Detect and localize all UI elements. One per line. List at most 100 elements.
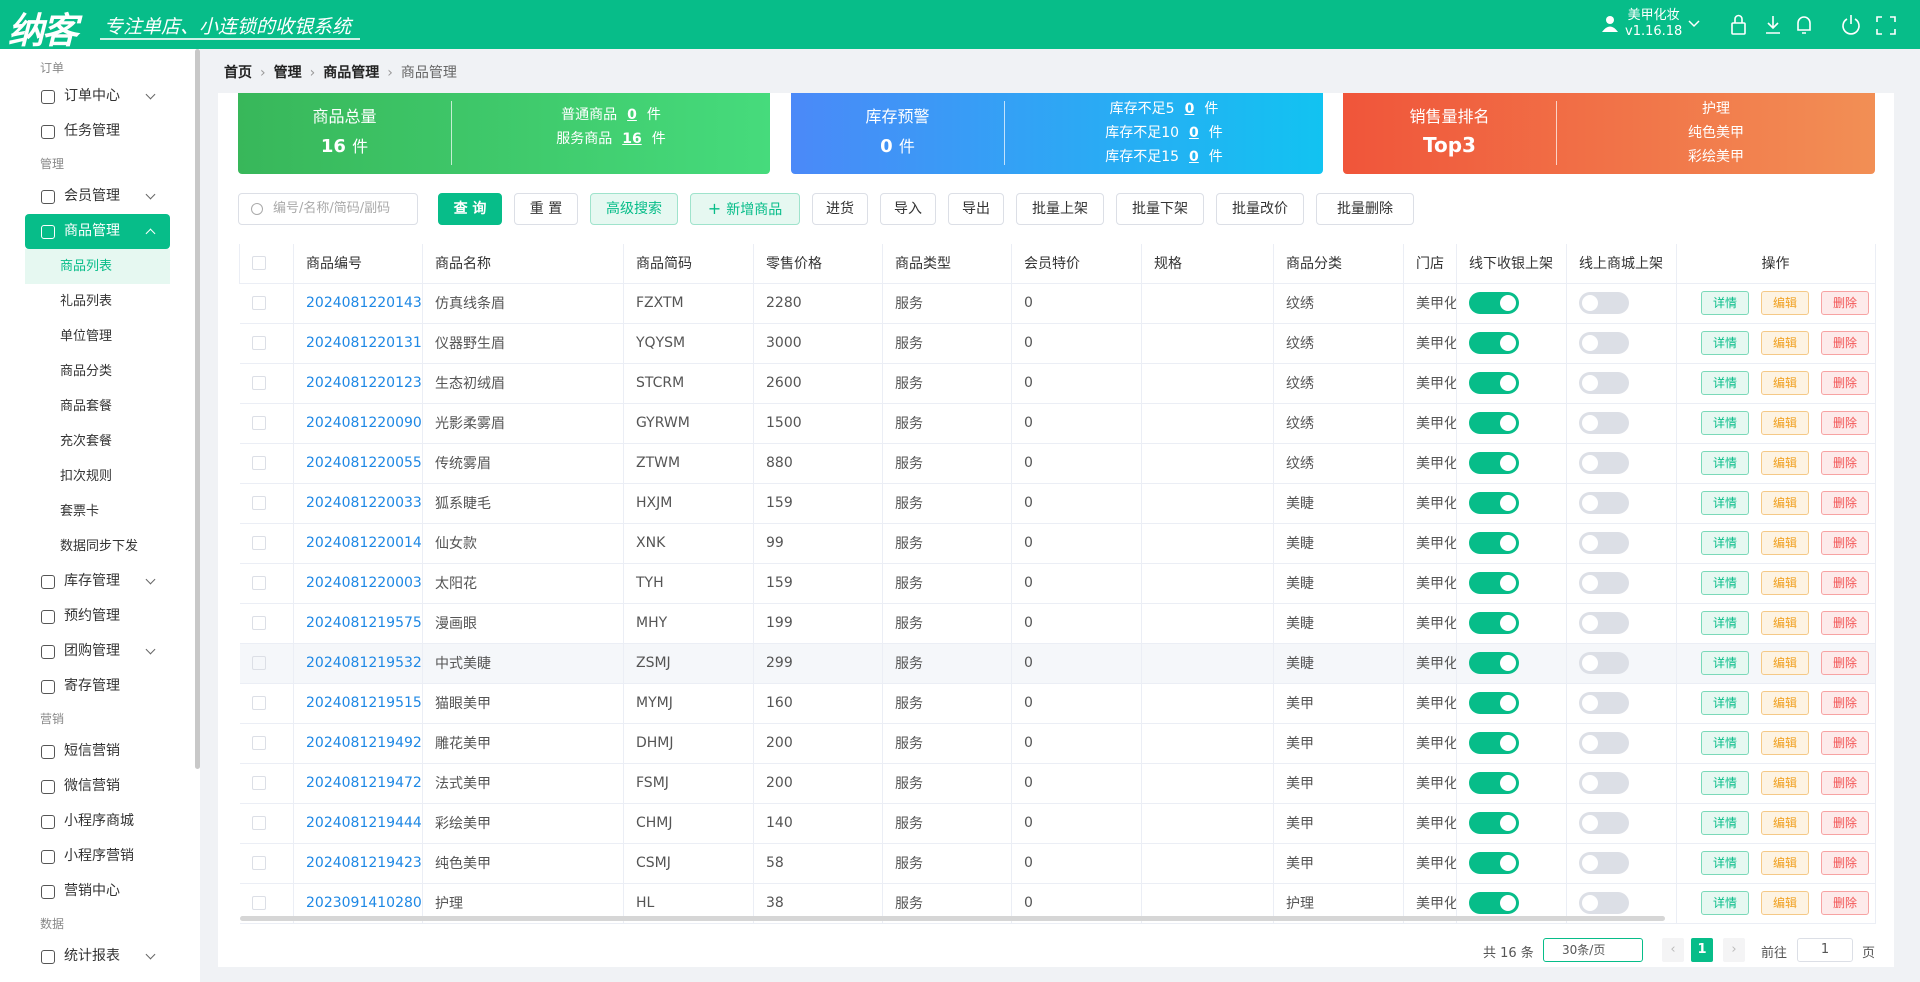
toolbar-button[interactable]: 导入 (880, 193, 936, 225)
toggle-online[interactable] (1579, 852, 1629, 874)
action-button[interactable]: 详情 (1701, 811, 1749, 835)
action-button[interactable]: 编辑 (1761, 371, 1809, 395)
code-cell[interactable]: 20240812194921 (293, 723, 423, 764)
row-checkbox[interactable] (251, 656, 266, 670)
action-button[interactable]: 编辑 (1761, 491, 1809, 515)
toggle-offline[interactable] (1469, 332, 1519, 354)
action-button[interactable]: 详情 (1701, 771, 1749, 795)
toggle-offline[interactable] (1469, 532, 1519, 554)
toggle-online[interactable] (1579, 372, 1629, 394)
prev-page[interactable]: ‹ (1662, 938, 1684, 962)
submenu-item[interactable]: 礼品列表 (60, 294, 113, 309)
submenu-item[interactable]: 商品套餐 (60, 399, 113, 414)
toolbar-button[interactable]: 高级搜索 (590, 193, 678, 225)
toggle-offline[interactable] (1469, 492, 1519, 514)
row-checkbox[interactable] (251, 616, 266, 630)
action-button[interactable]: 详情 (1701, 651, 1749, 675)
toolbar-button[interactable]: 批量下架 (1116, 193, 1204, 225)
action-button[interactable]: 编辑 (1761, 571, 1809, 595)
action-button[interactable]: 删除 (1821, 691, 1869, 715)
action-button[interactable]: 详情 (1701, 331, 1749, 355)
row-checkbox[interactable] (251, 696, 266, 710)
fullscreen-icon[interactable] (1876, 16, 1896, 35)
user-menu[interactable]: 美甲化妆 v1.16.18 (1625, 8, 1682, 40)
menu-item[interactable]: 团购管理 (25, 634, 170, 669)
action-button[interactable]: 编辑 (1761, 611, 1809, 635)
menu-item[interactable]: 营销中心 (25, 874, 170, 909)
submenu-item[interactable]: 单位管理 (60, 329, 113, 344)
row-checkbox[interactable] (251, 576, 266, 590)
toolbar-button[interactable]: 批量上架 (1016, 193, 1104, 225)
toggle-offline[interactable] (1469, 372, 1519, 394)
action-button[interactable]: 删除 (1821, 531, 1869, 555)
code-cell[interactable]: 20240812194230 (293, 843, 423, 884)
bell-icon[interactable] (1797, 16, 1811, 34)
toolbar-button[interactable]: 重 置 (514, 193, 578, 225)
toggle-online[interactable] (1579, 772, 1629, 794)
toggle-offline[interactable] (1469, 652, 1519, 674)
menu-item[interactable]: 小程序营销 (25, 839, 170, 874)
action-button[interactable]: 详情 (1701, 891, 1749, 915)
code-cell[interactable]: 20240812194729 (293, 763, 423, 804)
toggle-offline[interactable] (1469, 772, 1519, 794)
toggle-offline[interactable] (1469, 692, 1519, 714)
action-button[interactable]: 删除 (1821, 771, 1869, 795)
menu-item[interactable]: 任务管理 (25, 114, 170, 149)
toggle-offline[interactable] (1469, 892, 1519, 914)
action-button[interactable]: 详情 (1701, 571, 1749, 595)
action-button[interactable]: 编辑 (1761, 331, 1809, 355)
stat-value[interactable]: 0 (1184, 101, 1195, 117)
code-cell[interactable]: 20240812195324 (293, 643, 423, 684)
toggle-online[interactable] (1579, 652, 1629, 674)
action-button[interactable]: 编辑 (1761, 891, 1809, 915)
lock-icon[interactable] (1731, 14, 1746, 35)
action-button[interactable]: 编辑 (1761, 411, 1809, 435)
power-icon[interactable] (1842, 15, 1860, 35)
code-cell[interactable]: 20240812200557 (293, 443, 423, 484)
toolbar-button[interactable]: 批量改价 (1216, 193, 1304, 225)
action-button[interactable]: 详情 (1701, 451, 1749, 475)
toggle-online[interactable] (1579, 452, 1629, 474)
toggle-online[interactable] (1579, 612, 1629, 634)
menu-item[interactable]: 库存管理 (25, 564, 170, 599)
action-button[interactable]: 详情 (1701, 611, 1749, 635)
action-button[interactable]: 详情 (1701, 491, 1749, 515)
action-button[interactable]: 编辑 (1761, 731, 1809, 755)
toggle-online[interactable] (1579, 572, 1629, 594)
download-icon[interactable] (1766, 16, 1780, 34)
user-dropdown[interactable] (1688, 18, 1700, 30)
select-all[interactable] (252, 256, 266, 271)
toggle-online[interactable] (1579, 292, 1629, 314)
action-button[interactable]: 删除 (1821, 491, 1869, 515)
code-cell[interactable]: 20240812201435 (293, 283, 423, 324)
page-size-select[interactable]: 30条/页 (1543, 938, 1643, 962)
menu-item[interactable]: 预约管理 (25, 599, 170, 634)
row-checkbox[interactable] (251, 536, 266, 550)
code-cell[interactable]: 20240812195757 (293, 603, 423, 644)
action-button[interactable]: 删除 (1821, 811, 1869, 835)
menu-item[interactable]: 会员管理 (25, 179, 170, 214)
action-button[interactable]: 删除 (1821, 331, 1869, 355)
action-button[interactable]: 删除 (1821, 611, 1869, 635)
toolbar-button[interactable]: 查 询 (438, 193, 502, 225)
submenu-item[interactable]: 商品分类 (60, 364, 113, 379)
toggle-offline[interactable] (1469, 612, 1519, 634)
row-checkbox[interactable] (251, 736, 266, 750)
submenu-item[interactable]: 商品列表 (25, 249, 170, 284)
action-button[interactable]: 删除 (1821, 891, 1869, 915)
menu-item[interactable]: 订单中心 (25, 79, 170, 114)
toolbar-button[interactable]: 进货 (812, 193, 868, 225)
row-checkbox[interactable] (251, 816, 266, 830)
toolbar-button[interactable]: + 新增商品 (690, 193, 800, 225)
toggle-online[interactable] (1579, 492, 1629, 514)
menu-item[interactable]: 商品管理 (25, 214, 170, 249)
code-cell[interactable]: 20240812195152 (293, 683, 423, 724)
row-checkbox[interactable] (251, 896, 266, 910)
code-cell[interactable]: 20240812201317 (293, 323, 423, 364)
code-cell[interactable]: 20240812194442 (293, 803, 423, 844)
action-button[interactable]: 删除 (1821, 731, 1869, 755)
submenu-item[interactable]: 套票卡 (60, 504, 100, 519)
toggle-online[interactable] (1579, 892, 1629, 914)
toggle-online[interactable] (1579, 332, 1629, 354)
toggle-offline[interactable] (1469, 452, 1519, 474)
